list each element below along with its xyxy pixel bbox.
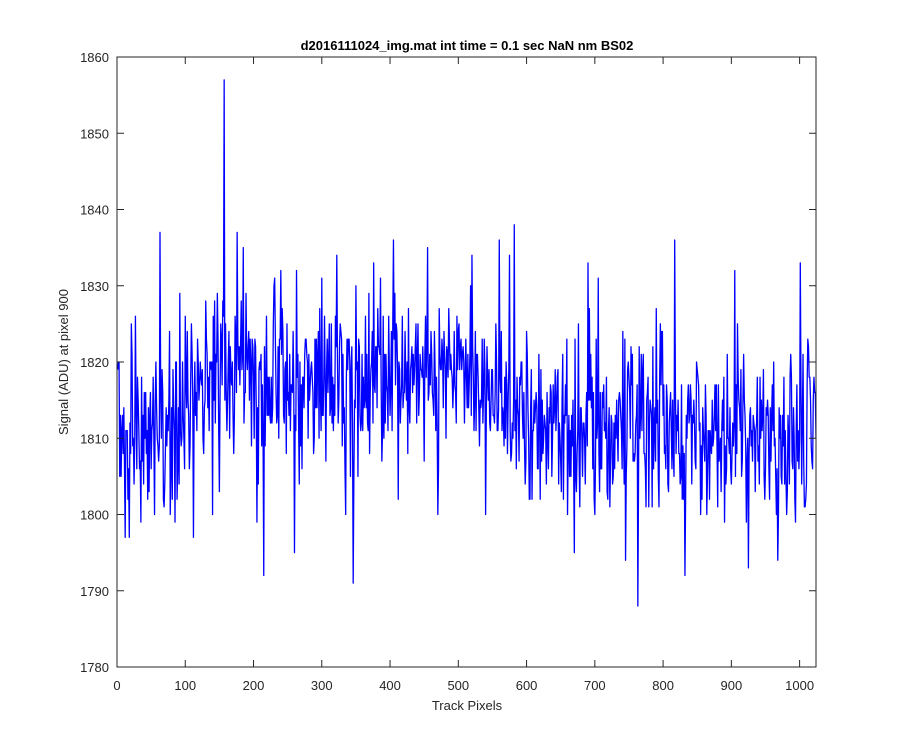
- x-tick-label: 200: [243, 678, 265, 693]
- y-tick-label: 1850: [80, 126, 109, 141]
- chart-title: d2016111024_img.mat int time = 0.1 sec N…: [301, 38, 634, 53]
- plot-area: 0 100 200 300 400 500 600 700 800 900 1000 1780 1790…: [80, 50, 817, 693]
- y-tick-label: 1810: [80, 431, 109, 446]
- x-tick-label: 300: [311, 678, 333, 693]
- x-tick-label: 600: [516, 678, 538, 693]
- x-axis-label: Track Pixels: [432, 698, 503, 713]
- x-tick-label: 900: [721, 678, 743, 693]
- x-tick-label: 800: [652, 678, 674, 693]
- y-axis-label: Signal (ADU) at pixel 900: [56, 289, 71, 435]
- y-tick-label: 1830: [80, 279, 109, 294]
- y-tick-label: 1820: [80, 355, 109, 370]
- x-tick-label: 100: [174, 678, 196, 693]
- x-tick-label: 500: [447, 678, 469, 693]
- y-tick-label: 1840: [80, 203, 109, 218]
- x-tick-label: 700: [584, 678, 606, 693]
- y-tick-label: 1800: [80, 508, 109, 523]
- data-series-line-1: [117, 79, 816, 607]
- x-tick-label: 400: [379, 678, 401, 693]
- x-tick-label: 0: [113, 678, 120, 693]
- y-tick-label: 1780: [80, 660, 109, 675]
- y-tick-label: 1790: [80, 584, 109, 599]
- x-tick-label: 1000: [785, 678, 814, 693]
- y-tick-label: 1860: [80, 50, 109, 65]
